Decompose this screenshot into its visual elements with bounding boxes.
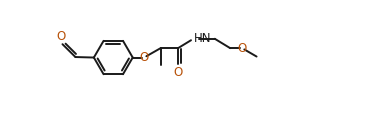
Text: HN: HN xyxy=(193,32,211,45)
Text: O: O xyxy=(173,66,183,79)
Text: O: O xyxy=(140,51,149,64)
Text: O: O xyxy=(57,30,66,43)
Text: O: O xyxy=(238,42,247,55)
